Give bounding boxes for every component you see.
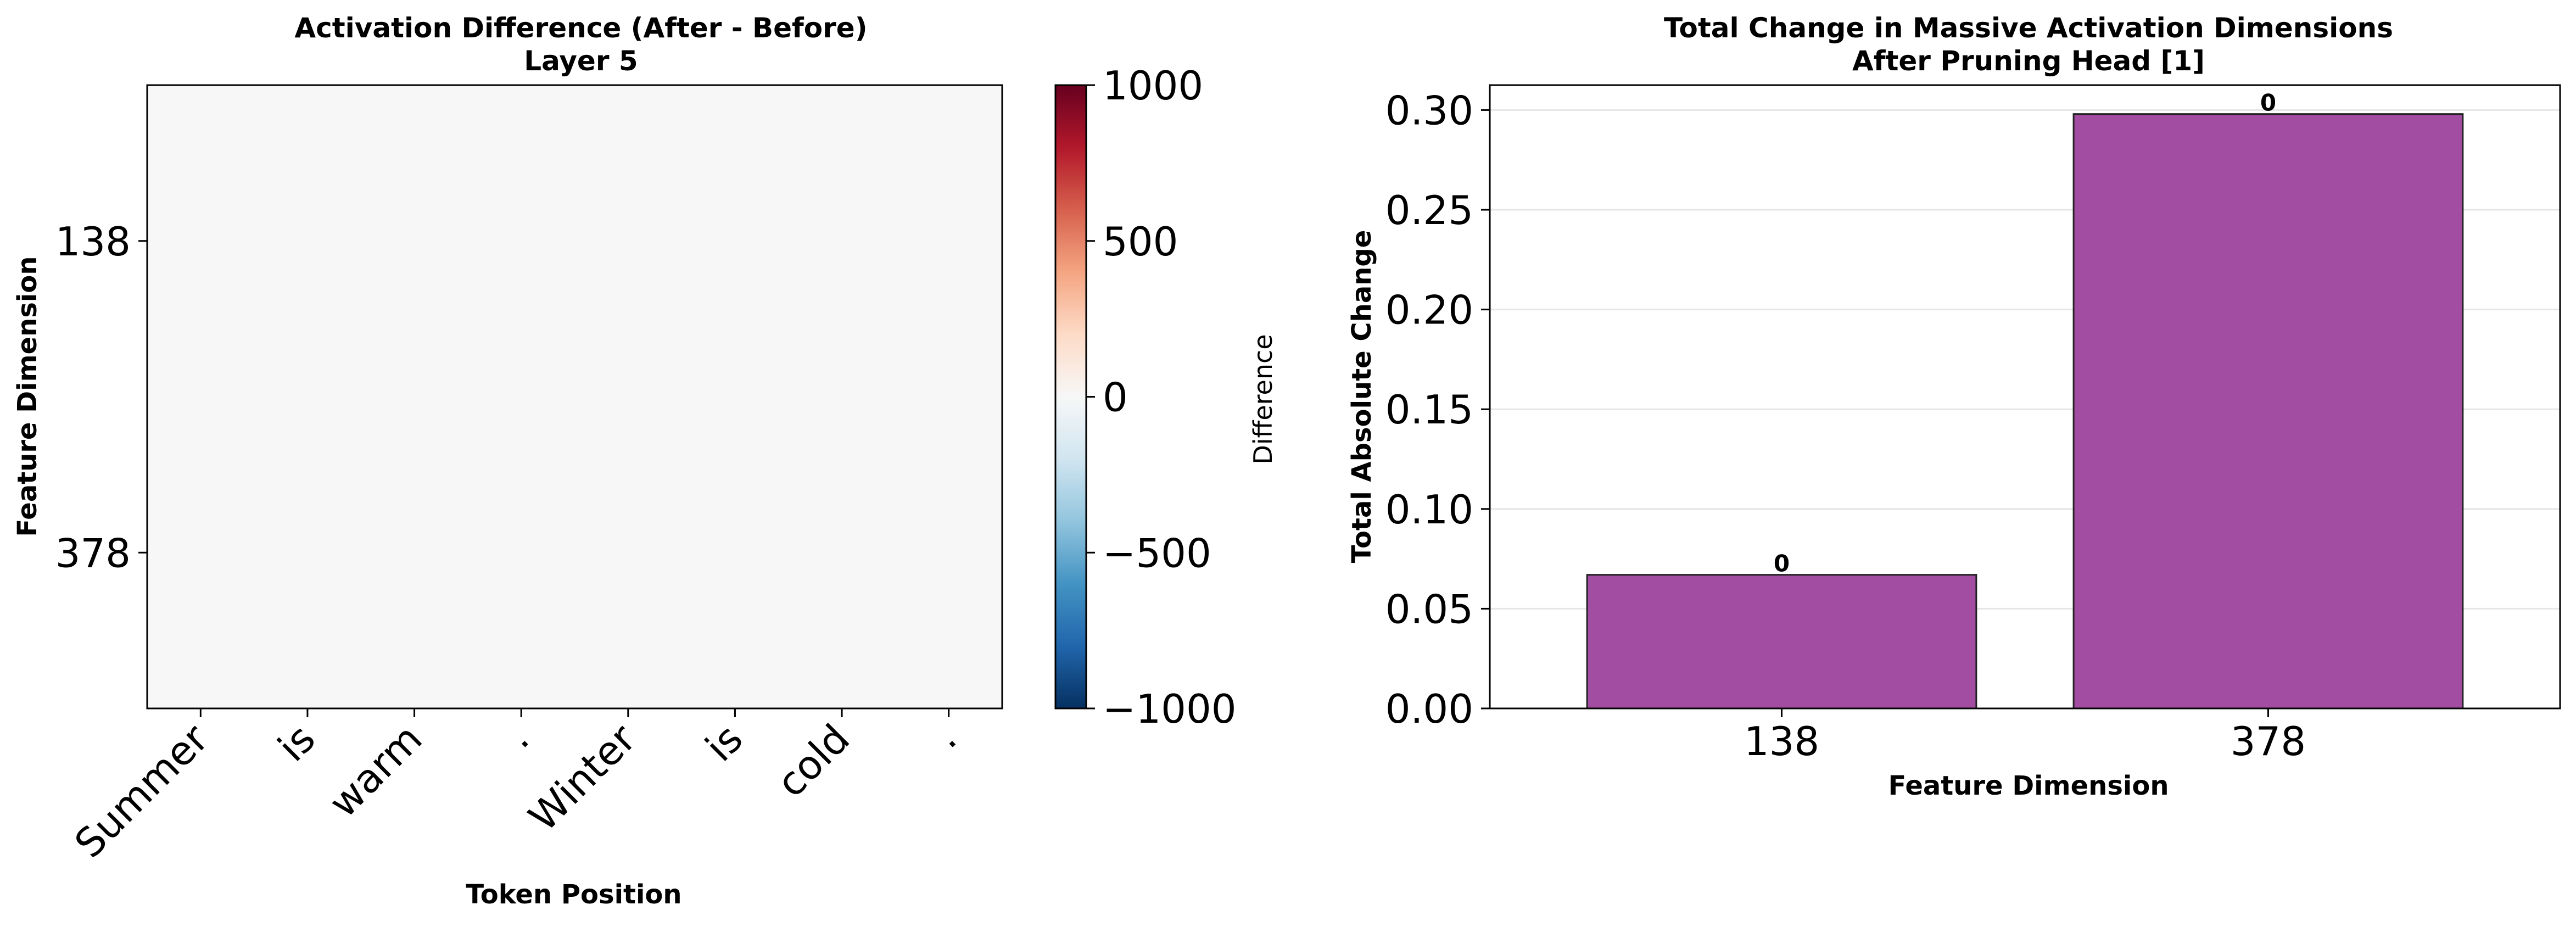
heatmap-y-axis-title: Feature Dimension [12, 256, 43, 537]
heatmap-cell [681, 397, 789, 709]
colorbar-tick-label: 1000 [1103, 63, 1203, 109]
bar-y-tick-label: 0.20 [1385, 287, 1473, 333]
heatmap-cell [147, 397, 255, 709]
heatmap-cell [788, 85, 896, 397]
bar [1586, 574, 1977, 710]
bar-y-tick-label: 0.00 [1385, 686, 1473, 732]
heatmap-x-axis-title: Token Position [466, 879, 681, 910]
bars [1586, 113, 2464, 710]
bar [2072, 113, 2464, 710]
colorbar-tick-label: −500 [1103, 530, 1211, 576]
bar-x-tick-label: 138 [1744, 718, 1819, 764]
bar-y-ticks: 0.00 0.05 0.10 0.15 0.20 0.25 0.30 [1385, 87, 1490, 732]
heatmap-x-tick-label: is [269, 716, 324, 770]
colorbar-label: Difference [1248, 334, 1278, 464]
heatmap-cell [467, 85, 575, 397]
heatmap-cell [574, 397, 682, 709]
colorbar-tick-label: −1000 [1103, 686, 1237, 732]
heatmap-cell [147, 85, 255, 397]
heatmap-cell [681, 85, 789, 397]
heatmap-cell [788, 397, 896, 709]
heatmap-x-tick-label: Summer [66, 715, 217, 867]
heatmap-cell [895, 397, 1003, 709]
heatmap-cell [361, 397, 468, 709]
colorbar-tick-label: 0 [1103, 375, 1128, 421]
heatmap-title: Activation Difference (After - Before) [294, 12, 867, 44]
bar-y-tick-label: 0.30 [1385, 87, 1473, 133]
bar-chart-title: Total Change in Massive Activation Dimen… [1664, 12, 2393, 44]
heatmap-x-tick-label: Winter [520, 715, 645, 840]
heatmap-cell [467, 397, 575, 709]
heatmap-frame [146, 84, 1003, 710]
heatmap-chart: Activation Difference (After - Before) L… [12, 12, 1278, 910]
heatmap-cell [254, 85, 361, 397]
heatmap-cells [147, 85, 1003, 709]
bar-x-axis-title: Feature Dimension [1888, 770, 2169, 801]
bar-y-tick-label: 0.05 [1385, 586, 1473, 632]
heatmap-cell [361, 85, 468, 397]
bar-chart-subtitle: After Pruning Head [1] [1852, 45, 2205, 77]
heatmap-x-tick-label: cold [768, 716, 858, 806]
colorbar-tick-label: 500 [1103, 219, 1178, 265]
bar-value-label: 0 [2260, 90, 2276, 116]
heatmap-subtitle: Layer 5 [524, 45, 638, 77]
heatmap-x-tick-label: . [496, 716, 538, 757]
heatmap-x-tick-label: is [696, 716, 751, 770]
heatmap-x-tick-label: . [924, 716, 965, 757]
bar-y-tick-label: 0.25 [1385, 187, 1473, 233]
heatmap-y-tick-label: 138 [55, 219, 131, 265]
bar-x-ticks: 138 378 [1744, 708, 2306, 764]
heatmap-cell [574, 85, 682, 397]
heatmap-y-ticks: 138 378 [55, 219, 147, 576]
bar-value-label: 0 [1774, 550, 1790, 577]
heatmap-cell [895, 85, 1003, 397]
bar-y-tick-label: 0.10 [1385, 487, 1473, 533]
bar-chart-frame [1489, 84, 2561, 710]
bar-chart: Total Change in Massive Activation Dimen… [1346, 12, 2561, 801]
heatmap-cell [254, 397, 361, 709]
colorbar: 1000 500 0 −500 −1000 Difference [1054, 63, 1278, 732]
colorbar-gradient [1054, 84, 1087, 710]
heatmap-x-tick-label: warm [320, 716, 431, 827]
bar-y-axis-title: Total Absolute Change [1346, 230, 1377, 563]
bar-value-labels: 00 [1774, 90, 2276, 577]
bar-y-tick-label: 0.15 [1385, 387, 1473, 433]
colorbar-ticks: 1000 500 0 −500 −1000 [1086, 63, 1237, 732]
heatmap-y-tick-label: 378 [55, 530, 131, 576]
bar-x-tick-label: 378 [2231, 718, 2306, 764]
